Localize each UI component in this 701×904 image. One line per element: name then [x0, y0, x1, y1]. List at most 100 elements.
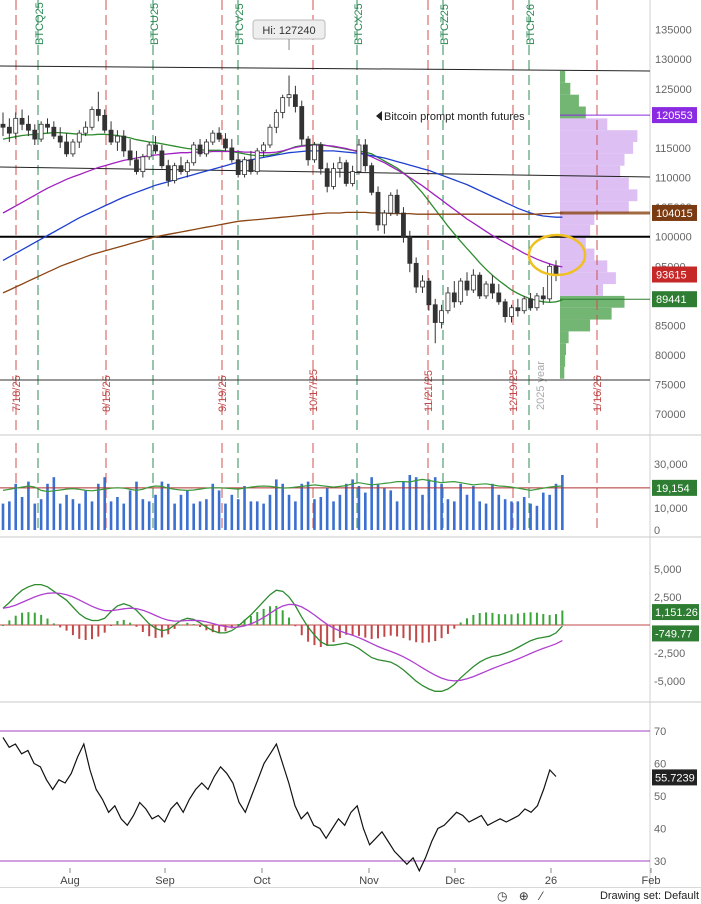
expiry-label: 10/17/25 [308, 369, 320, 412]
macd-histogram-bar [396, 625, 399, 637]
volume-tick-label: 10,000 [654, 503, 688, 515]
candle-body [178, 165, 184, 173]
macd-histogram-bar [59, 625, 62, 628]
volume-tick-label: 0 [654, 525, 660, 537]
volume-bar [179, 494, 183, 530]
macd-histogram-bar [466, 618, 469, 625]
candle-body [420, 280, 425, 288]
volume-bar [325, 488, 329, 530]
candle-body [521, 298, 527, 312]
volume-bar [535, 505, 539, 530]
macd-histogram-bar [65, 625, 68, 631]
volume-profile-bar [560, 94, 579, 107]
candle-body [483, 283, 489, 297]
candle-body [121, 135, 127, 152]
volume-bar [249, 501, 253, 530]
expiry-label: 12/19/25 [508, 369, 520, 412]
candle-body [108, 129, 114, 143]
candle-body [540, 295, 546, 300]
volume-bar [230, 494, 234, 530]
volume-profile-bar [560, 82, 571, 95]
volume-bar [147, 501, 151, 530]
contract-label: BTCF26 [525, 4, 537, 45]
drawing-tools[interactable]: ◷ ⊕ ⁄ [497, 889, 547, 903]
volume-bar [52, 477, 56, 530]
macd-histogram-bar [485, 612, 488, 625]
price-tick-label: 115000 [655, 143, 691, 155]
macd-histogram-bar [288, 617, 291, 625]
candle-body [458, 280, 464, 303]
macd-histogram-bar [40, 614, 43, 625]
macd-histogram-bar [497, 614, 500, 625]
volume-bar [173, 503, 176, 530]
volume-bar [433, 477, 437, 530]
price-tag [652, 107, 697, 124]
drawing-set-label[interactable]: Drawing set: Default [599, 890, 699, 902]
volume-bar [33, 503, 37, 530]
macd-histogram-bar [154, 625, 157, 638]
contract-label: BTCQ25 [34, 2, 46, 45]
volume-bar [109, 501, 113, 530]
macd-histogram-bar [523, 612, 526, 625]
volume-bar [154, 494, 157, 530]
candle-body [496, 292, 502, 303]
volume-bar [84, 490, 87, 530]
candle-body [115, 135, 120, 143]
volume-bar [236, 499, 240, 530]
volume-bar [275, 479, 278, 530]
macd-histogram-bar [370, 625, 373, 640]
volume-bar [300, 483, 304, 530]
candle-body [413, 262, 419, 288]
volume-bar [268, 494, 272, 530]
volume-bar [192, 503, 195, 530]
price-tick-label: 110000 [655, 173, 691, 185]
volume-bar [421, 494, 424, 530]
price-tag-label: 120553 [656, 110, 693, 122]
macd-histogram-bar [122, 619, 125, 625]
volume-profile-bar [560, 319, 591, 332]
macd-histogram-bar [453, 625, 456, 629]
volume-bar [338, 494, 342, 530]
volume-bar [332, 501, 335, 530]
macd-tick-label: 5,000 [654, 564, 682, 576]
candle-body [38, 123, 44, 140]
contract-label: BTCX25 [353, 3, 365, 45]
macd-histogram-bar [408, 625, 411, 641]
candle-body [26, 123, 31, 131]
candle-body [286, 94, 292, 99]
candle-body [388, 194, 394, 214]
macd-histogram-bar [211, 625, 214, 633]
macd-histogram-bar [84, 625, 87, 641]
volume-bar [516, 501, 520, 530]
volume-bar [58, 503, 62, 530]
candle-body [76, 132, 82, 143]
expiry-label: 7/18/25 [11, 375, 23, 412]
volume-profile-bar [560, 189, 638, 202]
macd-histogram-bar [173, 625, 176, 629]
month-label: Nov [359, 875, 379, 887]
macd-histogram-bar [364, 625, 367, 638]
rsi-line [2, 737, 557, 873]
volume-profile-bar [560, 165, 621, 178]
macd-histogram-bar [402, 625, 405, 639]
macd-histogram-bar [71, 625, 74, 636]
candle-body [553, 265, 559, 275]
candle-body [235, 159, 241, 175]
macd-panel: -5,000 -2,500 2,500 5,000 1,151.26 -749.77 [0, 564, 699, 692]
candle-body [375, 191, 381, 226]
macd-histogram-bar [529, 612, 532, 625]
candle-body [273, 112, 279, 128]
macd-histogram-bar [294, 625, 297, 627]
bottom-bar: ◷ ⊕ ⁄ Drawing set: Default [0, 887, 701, 904]
contract-label: BTCZ25 [439, 4, 451, 45]
candles [0, 75, 559, 344]
price-tag-label: 104015 [656, 208, 693, 220]
macd-histogram-bar [281, 610, 284, 625]
volume-profile-bar [560, 130, 638, 143]
price-tick-label: 135000 [655, 25, 692, 37]
candle-body [432, 304, 438, 323]
candle-body [470, 274, 476, 291]
candle-body [401, 212, 406, 238]
candle-body [64, 141, 69, 155]
